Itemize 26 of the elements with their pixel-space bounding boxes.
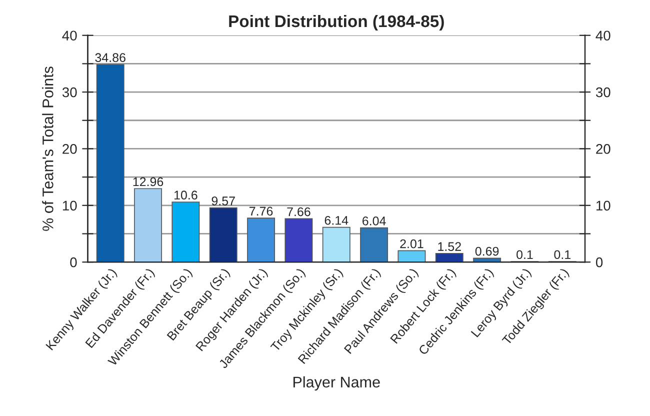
data-label: 7.66: [287, 207, 310, 216]
y-tick-label: 20: [62, 144, 77, 154]
data-label: 10.6: [174, 190, 198, 200]
y2-tick-label: 30: [596, 87, 610, 98]
data-label: 6.04: [362, 216, 386, 226]
y2-tick-label: 10: [596, 200, 610, 211]
data-label: 7.76: [250, 206, 273, 216]
data-label: 0.69: [475, 246, 499, 256]
data-label: 0.1: [554, 250, 570, 260]
data-label: 1.52: [438, 242, 461, 251]
data-label: 2.01: [400, 239, 424, 248]
data-label: 6.14: [324, 216, 348, 225]
y-tick-label: 40: [62, 30, 77, 41]
y-axis-title: % of Team's Total Points: [42, 66, 54, 231]
data-label: 0.1: [516, 250, 533, 260]
y-tick-label: 0: [70, 257, 77, 268]
data-label: 34.86: [95, 53, 126, 62]
y2-tick-label: 0: [596, 257, 603, 268]
x-axis-title: Player Name: [293, 376, 380, 391]
y2-tick-label: 20: [596, 144, 610, 154]
chart-title: Point Distribution (1984-85): [229, 14, 444, 30]
data-label: 9.57: [212, 196, 235, 206]
y-tick-label: 10: [62, 200, 77, 211]
data-label: 12.96: [133, 177, 164, 186]
y-tick-label: 30: [62, 87, 77, 98]
y2-tick-label: 40: [596, 30, 610, 41]
